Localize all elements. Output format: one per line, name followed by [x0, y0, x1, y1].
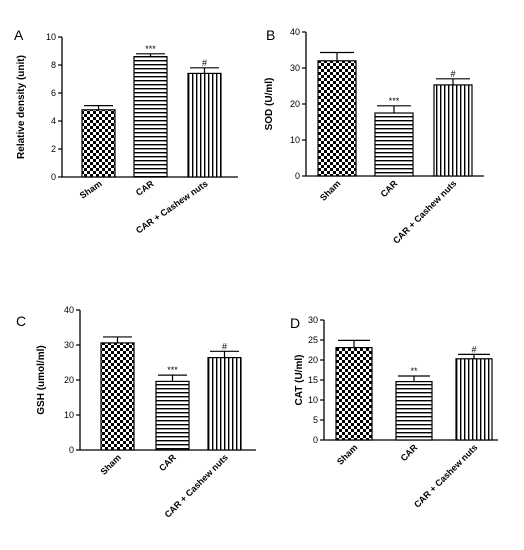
y-tick-label: 30: [64, 340, 74, 350]
significance-marker: #: [450, 69, 455, 79]
y-tick-label: 10: [290, 135, 300, 145]
panel-label: B: [266, 27, 275, 43]
y-axis-label: SOD (U/ml): [264, 78, 275, 131]
y-tick-label: 2: [51, 144, 56, 154]
x-tick-label: CAR: [379, 178, 400, 199]
x-tick-label: CAR: [399, 442, 420, 463]
y-tick-label: 40: [64, 305, 74, 315]
bar-1: [100, 342, 135, 451]
y-tick-label: 20: [64, 375, 74, 385]
chart-panel-b: B 0 10 20 30 40 SOD (U/ml) Sham *** CAR # CAR + Cas…: [264, 27, 484, 246]
y-tick-label: 0: [69, 445, 74, 455]
significance-marker: ***: [167, 365, 178, 375]
y-axis-label: CAT (U/ml): [294, 355, 305, 406]
x-tick-label: Sham: [99, 452, 123, 476]
significance-marker: #: [471, 344, 476, 354]
panel-label: A: [14, 27, 24, 43]
bar-3: [207, 357, 242, 451]
bar-3: [455, 358, 493, 441]
y-tick-label: 5: [313, 415, 318, 425]
y-tick-label: 0: [51, 172, 56, 182]
panel-label: C: [16, 313, 26, 329]
chart-panel-d: D 0 5 10 15 20 25 30 CAT (U/ml) Sham ** CAR # CAR + C…: [290, 315, 498, 510]
y-tick-label: 40: [290, 27, 300, 37]
significance-marker: **: [410, 366, 418, 376]
y-tick-label: 10: [46, 32, 56, 42]
y-tick-label: 0: [295, 171, 300, 181]
y-tick-label: 10: [64, 410, 74, 420]
y-tick-label: 20: [308, 355, 318, 365]
y-tick-label: 15: [308, 375, 318, 385]
y-axis-label: Relative density (unit): [16, 55, 27, 159]
y-tick-label: 20: [290, 99, 300, 109]
y-tick-label: 4: [51, 116, 56, 126]
y-tick-label: 6: [51, 88, 56, 98]
bar-1: [81, 109, 116, 178]
y-tick-label: 10: [308, 395, 318, 405]
x-tick-label: CAR + Cashew nuts: [412, 442, 479, 509]
bar-2: [395, 381, 433, 441]
bar-2: [155, 380, 190, 451]
y-axis-label: GSH (umol/ml): [36, 345, 47, 414]
bar-2: [374, 112, 414, 177]
y-tick-label: 30: [308, 315, 318, 325]
y-tick-label: 30: [290, 63, 300, 73]
bar-3: [187, 72, 222, 178]
x-tick-label: CAR: [134, 178, 156, 198]
significance-marker: ***: [389, 96, 400, 106]
bar-1: [335, 347, 373, 441]
y-tick-label: 0: [313, 435, 318, 445]
chart-panel-a: A 0 2 4 6 8 10 Relative density (unit) Sham *** CA…: [14, 27, 238, 236]
bar-3: [433, 84, 473, 177]
significance-marker: ***: [145, 44, 156, 54]
y-tick-label: 8: [51, 60, 56, 70]
x-tick-label: Sham: [78, 178, 104, 200]
panel-label: D: [290, 315, 300, 331]
x-tick-label: CAR + Cashew nuts: [391, 178, 458, 245]
x-tick-label: Sham: [318, 178, 342, 202]
significance-marker: #: [202, 58, 207, 68]
bar-1: [317, 60, 357, 177]
y-tick-label: 25: [308, 335, 318, 345]
x-tick-label: Sham: [335, 442, 359, 466]
x-tick-label: CAR: [157, 452, 178, 473]
significance-marker: #: [222, 341, 227, 351]
bar-2: [133, 55, 168, 178]
